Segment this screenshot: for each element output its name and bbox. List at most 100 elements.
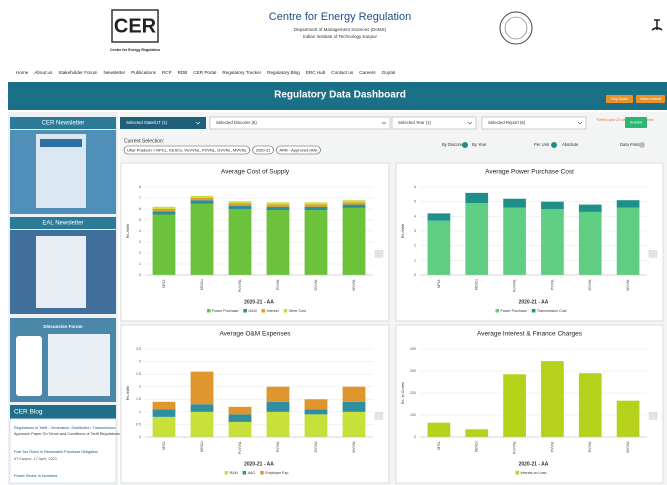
legend-swatch[interactable] (260, 471, 264, 475)
legend-swatch[interactable] (207, 309, 211, 313)
nav-link[interactable]: About us (34, 70, 53, 75)
legend-item[interactable]: Transmission Cost (532, 309, 567, 313)
nav-link[interactable]: RCP (162, 70, 172, 75)
legend-swatch[interactable] (284, 309, 288, 313)
chip-label: 2020-21 (256, 148, 271, 153)
bar-segment (153, 207, 176, 209)
section-title[interactable]: Discussion Forum (43, 324, 82, 329)
legend-label[interactable]: Power Purchase (501, 309, 527, 313)
y-tick-label: 0 (139, 435, 141, 439)
legend-item[interactable]: Power Purchase (496, 309, 527, 313)
nav-link[interactable]: Contact us (331, 70, 354, 75)
y-tick-label: 4 (414, 214, 416, 218)
legend-label[interactable]: Other Cost (289, 309, 306, 313)
zoom-button[interactable] (375, 250, 383, 257)
bar-segment (153, 417, 176, 437)
legend-swatch[interactable] (243, 309, 247, 313)
nav-link[interactable]: Gujrati (382, 70, 396, 75)
blog-post[interactable]: Regulations in Tariff - Generation, Dist… (14, 426, 116, 430)
zoom-button[interactable] (649, 250, 657, 257)
bar-segment (541, 361, 564, 437)
zoom-button[interactable] (649, 412, 657, 419)
x-tick-label: DVVNL (314, 279, 318, 290)
legend-swatch[interactable] (243, 471, 247, 475)
y-tick-label: 3 (139, 360, 141, 364)
site-title: Centre for Energy Regulation (269, 11, 411, 23)
chart-title: Average Cost of Supply (221, 169, 290, 176)
blog-post[interactable]: Fuel Tax Rules in Renewable Purchase Obl… (14, 450, 98, 454)
nav-link[interactable]: RDB (178, 70, 188, 75)
legend-item[interactable]: Interest (262, 309, 279, 313)
bar-segment (229, 206, 252, 209)
nav-link[interactable]: Home (16, 70, 29, 75)
filter-label[interactable]: Selected Report (6) (488, 120, 526, 125)
legend-item[interactable]: Power Purchase (207, 309, 238, 313)
bar-segment (503, 208, 526, 275)
nav-link[interactable]: Careers (359, 70, 376, 75)
legend-swatch[interactable] (496, 309, 500, 313)
legend-label[interactable]: R&M (230, 471, 238, 475)
filter-label[interactable]: Selected State/UT (1) (126, 120, 168, 125)
button-label[interactable]: Key Goals (611, 97, 627, 101)
section-title[interactable]: CER Newsletter (42, 121, 85, 127)
legend-item[interactable]: O&M (243, 309, 256, 313)
section-title[interactable]: EAL Newsletter (42, 221, 83, 227)
toggle-label[interactable]: Per Unit (534, 142, 550, 147)
legend-label[interactable]: O&M (248, 309, 256, 313)
legend-label[interactable]: Employee Exp (265, 471, 288, 475)
bar-segment (579, 212, 602, 275)
filter-label[interactable]: Selected Discoms (6) (216, 120, 257, 125)
nav-link[interactable]: Publications (131, 70, 156, 75)
nav-link[interactable]: Regulatory Blog (267, 70, 300, 75)
legend-label[interactable]: Interest (267, 309, 279, 313)
x-axis-label: 2020-21 - AA (244, 299, 274, 305)
legend-swatch[interactable] (225, 471, 229, 475)
toggle-switch[interactable] (462, 142, 468, 148)
zoom-button[interactable] (375, 412, 383, 419)
legend-item[interactable]: A&G (243, 471, 256, 475)
toggle-label[interactable]: Data Points (620, 142, 642, 147)
nav-link[interactable]: Newsletter (103, 70, 125, 75)
legend-swatch[interactable] (532, 309, 536, 313)
legend-item[interactable]: Other Cost (284, 309, 306, 313)
blog-post[interactable]: IIT Kanpur, 17 April, 2023 (14, 457, 57, 461)
legend-swatch[interactable] (516, 471, 520, 475)
bar-segment (617, 401, 640, 437)
filter-label[interactable]: Selected Year (1) (398, 120, 432, 125)
legend-label[interactable]: Interest on Loan (521, 471, 547, 475)
legend-item[interactable]: R&M (225, 471, 238, 475)
toggle-label[interactable]: By Discom (442, 142, 463, 147)
bar-segment (153, 402, 176, 410)
nav-link[interactable]: ERC Hub (306, 70, 326, 75)
nav-link[interactable]: CER Portal (193, 70, 216, 75)
x-tick-label: DVVNL (314, 441, 318, 452)
blog-post[interactable]: Approach Paper On Terms and Conditions o… (14, 432, 120, 436)
legend-item[interactable]: Employee Exp (260, 471, 288, 475)
toggle-switch[interactable] (551, 142, 557, 148)
chart-title: Average O&M Expenses (219, 331, 291, 338)
blog-post[interactable]: Power Sector in Numbers (14, 474, 57, 478)
y-tick-label: 2 (139, 251, 141, 255)
legend-label[interactable]: A&G (248, 471, 256, 475)
y-axis-label: Rs./kWh (126, 224, 130, 238)
toggle-label[interactable]: Absolute (562, 142, 579, 147)
bar-segment (617, 208, 640, 275)
bar-segment (428, 213, 451, 220)
toggle-switch[interactable] (639, 142, 645, 148)
nav-link[interactable]: Stakeholder Forum (58, 70, 97, 75)
y-axis-label: Rs./kWh (126, 386, 130, 400)
legend-label[interactable]: Power Purchase (212, 309, 238, 313)
legend-item[interactable]: Interest on Loan (516, 471, 547, 475)
legend-label[interactable]: Transmission Cost (537, 309, 567, 313)
bar-segment (343, 202, 366, 204)
legend-swatch[interactable] (262, 309, 266, 313)
x-tick-label: KESCo (200, 279, 204, 290)
submit-label[interactable]: Submit (630, 120, 643, 125)
button-label[interactable]: Video Lecture (640, 97, 662, 101)
y-tick-label: 1 (414, 258, 416, 262)
toggle-label[interactable]: By Year (472, 142, 487, 147)
blog-title: CER Blog (14, 409, 43, 416)
nav-link[interactable]: Regulatory Tracker (222, 70, 261, 75)
y-tick-label: 0 (139, 273, 141, 277)
bar-segment (503, 199, 526, 208)
